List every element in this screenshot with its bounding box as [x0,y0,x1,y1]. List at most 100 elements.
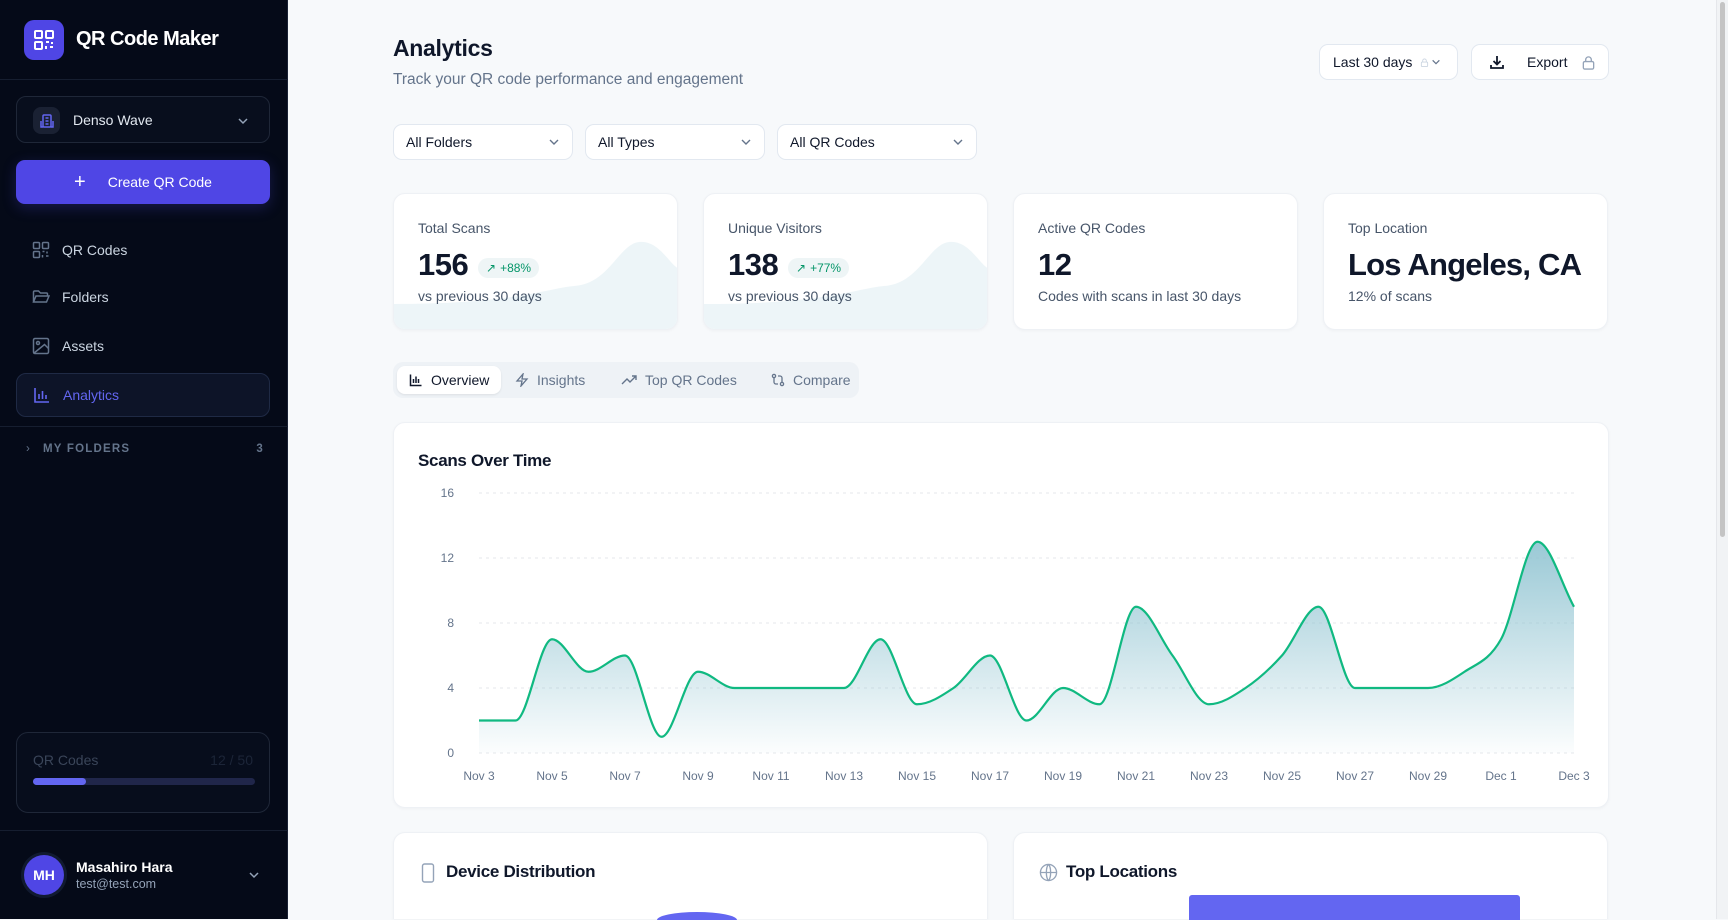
change-value: +77% [810,261,842,275]
date-range-select[interactable]: Last 30 days [1319,44,1458,80]
device-pie-chart [657,912,737,920]
stat-subtext: 12% of scans [1348,288,1433,304]
x-tick-label: Nov 27 [1336,769,1374,783]
globe-icon [1039,863,1058,882]
data-point[interactable] [692,666,704,678]
qr-code-filter-select[interactable]: All QR Codes [777,124,977,160]
data-point[interactable] [1057,682,1069,694]
stat-label: Total Scans [418,220,491,236]
tab-insights[interactable]: Insights [503,366,597,394]
data-point[interactable] [729,682,741,694]
divider [0,830,288,831]
organization-select[interactable]: Denso Wave [16,96,270,143]
avatar[interactable]: MH [24,855,64,895]
data-point[interactable] [1094,698,1106,710]
page-title: Analytics [393,35,493,61]
analytics-tabs: Overview Insights Top QR Codes Compare [393,362,859,398]
qr-code-filter-value: All QR Codes [790,134,875,150]
data-point[interactable] [765,682,777,694]
x-tick-label: Nov 19 [1044,769,1082,783]
data-point[interactable] [1349,682,1361,694]
change-value: +88% [500,261,532,275]
stat-label: Active QR Codes [1038,220,1146,236]
data-point[interactable] [1422,682,1434,694]
chevron-down-icon [1432,59,1441,65]
usage-progress-bar [33,778,255,785]
chevron-right-icon: › [26,443,32,455]
y-tick-label: 8 [447,616,454,630]
usage-widget: QR Codes 12 / 50 [16,732,270,813]
y-tick-label: 12 [441,551,455,565]
usage-progress-fill [33,778,87,785]
y-tick-label: 16 [441,486,455,500]
data-point[interactable] [1276,650,1288,662]
data-point[interactable] [510,715,522,727]
data-point[interactable] [656,731,668,743]
my-folders-label: MY FOLDERS [43,443,131,455]
chevron-down-icon [741,139,751,145]
building-icon [33,107,60,134]
data-point[interactable] [1459,666,1471,678]
device-distribution-card: Device Distribution [393,832,988,920]
data-point[interactable] [802,682,814,694]
stat-value: 156 [418,247,469,282]
bar-chart-icon [34,388,49,403]
chevron-down-icon[interactable] [248,869,260,881]
organization-name: Denso Wave [73,112,153,128]
create-qr-code-button[interactable]: + Create QR Code [16,160,270,204]
data-point[interactable] [1532,536,1544,548]
sidebar-item-analytics[interactable]: Analytics [16,373,270,417]
scrollbar-thumb[interactable] [1720,2,1725,537]
my-folders-toggle[interactable]: › MY FOLDERS 3 [26,443,264,455]
tab-label: Top QR Codes [645,372,737,388]
data-point[interactable] [583,666,595,678]
lock-icon [1421,57,1429,67]
sidebar: QR Code Maker Denso Wave + Create QR Cod… [0,0,288,919]
data-point[interactable] [911,698,923,710]
data-point[interactable] [1495,633,1507,645]
data-point[interactable] [1240,682,1252,694]
image-icon [32,337,50,355]
data-point[interactable] [619,650,631,662]
scrollbar[interactable] [1716,0,1728,919]
data-point[interactable] [546,633,558,645]
user-name: Masahiro Hara [76,859,173,875]
folder-filter-select[interactable]: All Folders [393,124,573,160]
export-button[interactable]: Export [1471,44,1609,80]
my-folders-count: 3 [256,443,264,455]
data-point[interactable] [1167,650,1179,662]
x-tick-label: Nov 21 [1117,769,1155,783]
sidebar-item-label: Analytics [63,387,120,403]
stat-value: 138 [728,247,779,282]
data-point[interactable] [984,650,996,662]
sidebar-item-assets[interactable]: Assets [16,324,270,368]
tab-overview[interactable]: Overview [397,366,502,394]
sidebar-item-folders[interactable]: Folders [16,275,270,319]
data-point[interactable] [1130,601,1142,613]
trending-up-icon: ↗ [796,261,807,275]
usage-label: QR Codes [33,752,99,768]
x-tick-label: Nov 3 [463,769,495,783]
chart-title: Scans Over Time [418,451,552,470]
data-point[interactable] [875,633,887,645]
stat-card-top-location: Top Location Los Angeles, CA 12% of scan… [1323,193,1608,330]
sidebar-item-qr-codes[interactable]: QR Codes [16,228,270,272]
data-point[interactable] [473,715,485,727]
sparkline-decoration [394,241,677,329]
data-point[interactable] [838,682,850,694]
sidebar-item-label: Folders [62,289,109,305]
tab-top-qr-codes[interactable]: Top QR Codes [609,366,749,394]
data-point[interactable] [1386,682,1398,694]
tab-compare[interactable]: Compare [759,366,863,394]
stat-subtext: Codes with scans in last 30 days [1038,288,1242,304]
data-point[interactable] [1568,601,1580,613]
data-point[interactable] [1021,715,1033,727]
data-point[interactable] [948,682,960,694]
y-tick-label: 4 [447,681,454,695]
app-logo[interactable] [24,20,64,60]
x-tick-label: Nov 29 [1409,769,1447,783]
data-point[interactable] [1203,698,1215,710]
data-point[interactable] [1313,601,1325,613]
create-qr-code-label: Create QR Code [107,174,212,190]
type-filter-select[interactable]: All Types [585,124,765,160]
